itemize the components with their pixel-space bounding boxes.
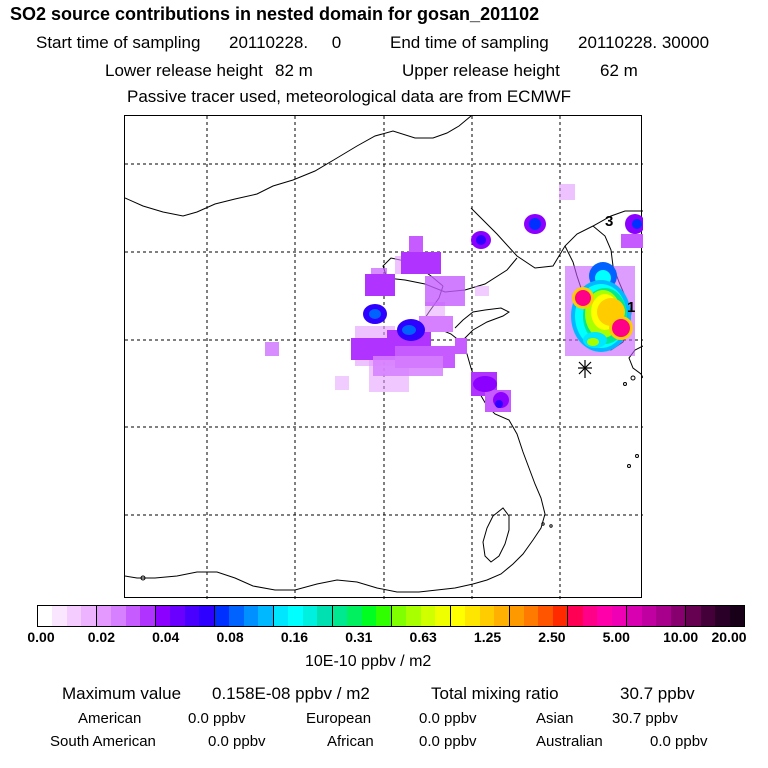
colorbar-swatch xyxy=(81,606,97,626)
colorbar-swatch xyxy=(52,606,67,626)
max-value-label: Maximum value xyxy=(62,684,182,703)
colorbar-swatch xyxy=(450,606,466,626)
european-value: 0.0 ppbv xyxy=(419,710,477,727)
african-value: 0.0 ppbv xyxy=(419,733,477,750)
american-value: 0.0 ppbv xyxy=(188,710,246,727)
colorbar-swatch xyxy=(258,606,274,626)
end-time-value: 20110228. 30000 xyxy=(578,33,710,52)
colorbar-unit: 10E-10 ppbv / m2 xyxy=(305,653,432,670)
colorbar-swatch xyxy=(288,606,303,626)
american-label: American xyxy=(78,710,142,727)
colorbar-tick-label: 5.00 xyxy=(602,629,630,645)
colorbar-swatch xyxy=(184,606,200,626)
colorbar-swatch xyxy=(670,606,687,626)
so2-concentration-field xyxy=(265,184,643,412)
colorbar-tick-label: 0.04 xyxy=(152,629,180,645)
australian-label: Australian xyxy=(536,733,603,750)
lower-height-value: 82 m xyxy=(275,61,313,80)
colorbar-swatch xyxy=(317,606,333,626)
colorbar-swatch xyxy=(465,606,480,626)
colorbar-swatch xyxy=(140,606,156,626)
colorbar-tick-label: 0.00 xyxy=(27,629,55,645)
colorbar-swatch xyxy=(332,606,348,626)
colorbar-tick-label: 10.00 xyxy=(663,629,699,645)
end-time-label: End time of sampling xyxy=(390,33,549,52)
colorbar xyxy=(37,605,745,627)
australian-value: 0.0 ppbv xyxy=(650,733,708,750)
colorbar-swatch xyxy=(686,606,701,626)
colorbar-swatch xyxy=(420,606,436,626)
colorbar-swatch xyxy=(199,606,215,626)
colorbar-swatch xyxy=(243,606,259,626)
colorbar-swatch xyxy=(111,606,126,626)
colorbar-swatch xyxy=(361,606,377,626)
colorbar-swatch xyxy=(552,606,569,626)
asian-label: Asian xyxy=(536,710,574,727)
colorbar-swatch xyxy=(582,606,598,626)
tracer-note: Passive tracer used, meteorological data… xyxy=(127,87,572,106)
map-title: SO2 source contributions in nested domai… xyxy=(10,4,540,24)
total-mixing-label: Total mixing ratio xyxy=(431,684,559,703)
colorbar-swatch xyxy=(125,606,141,626)
colorbar-swatch xyxy=(38,606,53,626)
colorbar-swatch xyxy=(611,606,628,626)
upper-height-label: Upper release height xyxy=(402,61,560,80)
colorbar-swatch xyxy=(627,606,642,626)
asterisk-station-icon xyxy=(578,360,592,378)
south-american-value: 0.0 ppbv xyxy=(208,733,266,750)
colorbar-tick-label: 2.50 xyxy=(538,629,566,645)
colorbar-swatch xyxy=(273,606,289,626)
european-label: European xyxy=(306,710,372,727)
south-american-label: South American xyxy=(50,733,156,750)
colorbar-swatch xyxy=(656,606,671,626)
african-label: African xyxy=(327,733,374,750)
colorbar-swatch xyxy=(700,606,716,626)
colorbar-swatch xyxy=(214,606,230,626)
lower-height-label: Lower release height xyxy=(105,61,263,80)
contour-label-1: 1 xyxy=(627,299,636,316)
start-time-value: 20110228. 0 xyxy=(229,33,342,52)
colorbar-tick-label: 0.08 xyxy=(216,629,244,645)
colorbar-swatch xyxy=(568,606,583,626)
colorbar-swatch xyxy=(96,606,112,626)
asian-value: 30.7 ppbv xyxy=(612,710,678,727)
colorbar-swatch xyxy=(302,606,318,626)
map-panel: 3 1 xyxy=(124,115,643,599)
contour-label-3: 3 xyxy=(605,213,614,230)
max-value: 0.158E-08 ppbv / m2 xyxy=(212,684,370,703)
colorbar-swatch xyxy=(155,606,171,626)
colorbar-tick-label: 0.31 xyxy=(345,629,373,645)
colorbar-tick-label: 20.00 xyxy=(711,629,747,645)
colorbar-swatch xyxy=(170,606,185,626)
colorbar-swatch xyxy=(66,606,82,626)
colorbar-tick-label: 0.02 xyxy=(87,629,115,645)
colorbar-tick-label: 0.16 xyxy=(280,629,309,645)
colorbar-swatch xyxy=(641,606,657,626)
total-mixing-value: 30.7 ppbv xyxy=(620,684,695,703)
colorbar-swatch xyxy=(523,606,539,626)
colorbar-swatch xyxy=(509,606,524,626)
colorbar-swatch xyxy=(406,606,421,626)
upper-height-value: 62 m xyxy=(600,61,638,80)
colorbar-swatch xyxy=(597,606,612,626)
colorbar-swatch xyxy=(479,606,495,626)
colorbar-swatch xyxy=(715,606,730,626)
colorbar-swatch xyxy=(494,606,510,626)
colorbar-swatch xyxy=(391,606,407,626)
start-time-label: Start time of sampling xyxy=(36,33,201,52)
colorbar-swatch xyxy=(435,606,451,626)
colorbar-tick-label: 1.25 xyxy=(473,629,502,645)
colorbar-swatch xyxy=(347,606,362,626)
colorbar-swatch xyxy=(538,606,553,626)
colorbar-swatch xyxy=(729,606,745,626)
colorbar-swatch xyxy=(376,606,392,626)
colorbar-swatch xyxy=(229,606,244,626)
colorbar-tick-label: 0.63 xyxy=(409,629,437,645)
